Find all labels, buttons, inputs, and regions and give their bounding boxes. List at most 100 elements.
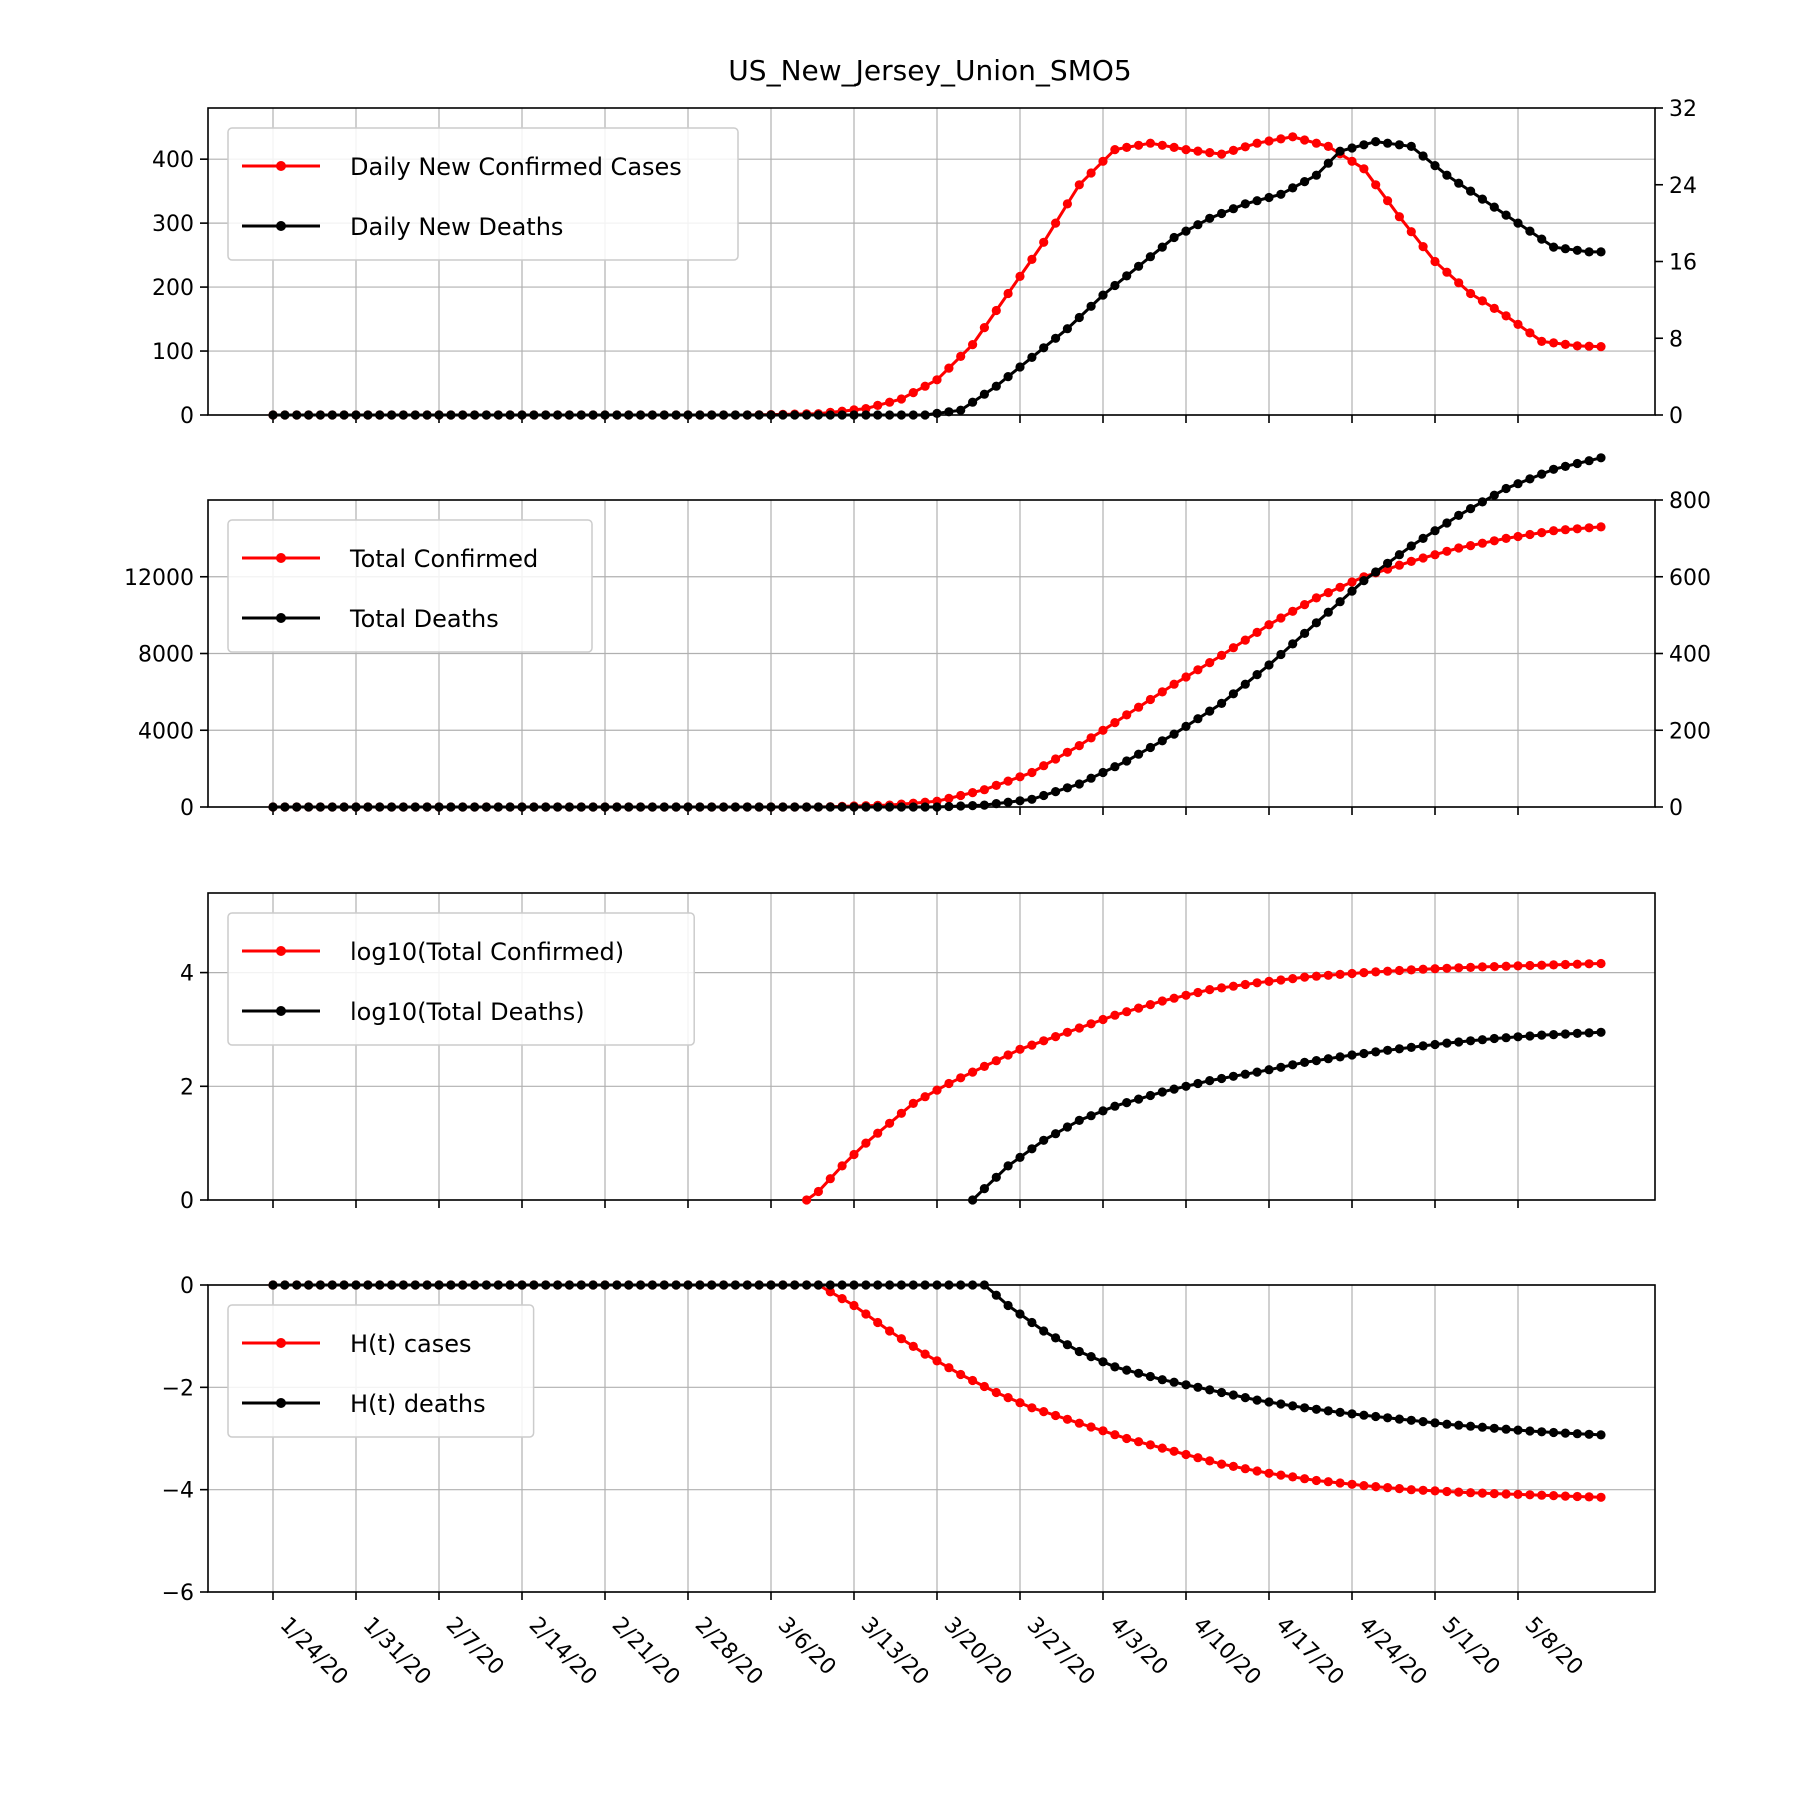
data-point — [600, 802, 610, 812]
data-point — [1039, 1407, 1049, 1417]
data-point — [1537, 469, 1547, 479]
data-point — [1347, 968, 1357, 979]
data-point — [671, 802, 681, 812]
data-point — [1003, 372, 1013, 382]
data-point — [387, 410, 397, 420]
data-point — [1383, 1483, 1393, 1493]
data-point — [944, 801, 954, 812]
data-point — [802, 1195, 812, 1205]
data-point — [422, 802, 432, 812]
data-point — [1335, 597, 1345, 607]
chart-title: US_New_Jersey_Union_SMO5 — [728, 54, 1131, 87]
data-point — [1110, 718, 1120, 728]
data-point — [1205, 148, 1215, 158]
data-point — [1596, 1430, 1606, 1440]
data-point — [493, 410, 503, 420]
data-point — [1323, 607, 1333, 617]
data-point — [873, 400, 883, 410]
x-tick-label: 1/24/20 — [275, 1613, 353, 1691]
data-point — [600, 1280, 610, 1290]
data-point — [280, 410, 290, 420]
data-point — [1525, 1426, 1535, 1436]
y-tick-label: 100 — [152, 340, 194, 365]
data-point — [1086, 1111, 1096, 1121]
data-point — [1110, 1010, 1120, 1020]
x-tick-label: 3/6/20 — [773, 1613, 841, 1681]
data-point — [553, 410, 563, 420]
data-point — [458, 410, 468, 420]
y-tick-label: 400 — [152, 148, 194, 173]
data-point — [802, 1280, 812, 1290]
data-point — [1074, 180, 1084, 190]
data-point — [517, 410, 527, 420]
data-point — [1584, 1429, 1594, 1439]
data-point — [1572, 458, 1582, 469]
data-point — [1169, 679, 1179, 689]
data-point — [1335, 1052, 1345, 1062]
data-point — [1418, 553, 1428, 563]
legend-label: Total Confirmed — [349, 545, 538, 573]
data-point — [1572, 1028, 1582, 1038]
x-tick-label: 1/31/20 — [358, 1613, 436, 1691]
data-point — [1062, 1122, 1072, 1132]
data-point — [1169, 729, 1179, 739]
data-point — [683, 410, 693, 420]
data-point — [1276, 1399, 1286, 1409]
data-point — [564, 410, 575, 420]
data-point — [896, 410, 907, 420]
data-point — [1157, 1087, 1167, 1097]
data-point — [339, 410, 349, 420]
data-point — [1122, 1365, 1132, 1375]
data-point — [813, 410, 824, 420]
data-point — [505, 1280, 515, 1290]
data-point — [719, 1280, 729, 1290]
data-point — [588, 1280, 598, 1290]
data-point — [1240, 142, 1250, 152]
data-point — [1525, 226, 1535, 236]
data-point — [1466, 962, 1476, 973]
data-point — [564, 802, 575, 812]
data-point — [588, 410, 598, 420]
data-point — [956, 1280, 966, 1290]
data-point — [1418, 151, 1428, 161]
data-point — [802, 802, 812, 812]
data-point — [719, 802, 729, 812]
data-point — [825, 1174, 835, 1184]
data-point — [1466, 1488, 1476, 1498]
series-cases — [802, 958, 1606, 1205]
data-point — [304, 410, 314, 420]
data-point — [1513, 218, 1523, 228]
data-point — [885, 1326, 895, 1336]
data-point — [1051, 1129, 1061, 1139]
data-point — [730, 410, 741, 420]
data-point — [778, 1280, 788, 1290]
data-point — [1442, 1419, 1452, 1429]
data-point — [920, 1280, 930, 1290]
data-point — [1074, 1023, 1084, 1033]
data-point — [695, 1280, 705, 1290]
data-point — [1039, 1326, 1049, 1336]
data-point — [1513, 1032, 1523, 1042]
data-point — [624, 1280, 634, 1290]
data-point — [612, 410, 622, 420]
data-point — [885, 802, 895, 812]
legend-label: Daily New Confirmed Cases — [350, 153, 682, 181]
data-point — [1584, 1492, 1594, 1502]
data-point — [1549, 526, 1559, 536]
data-point — [1205, 706, 1215, 716]
data-point — [505, 410, 515, 420]
data-point — [481, 410, 491, 420]
data-point — [659, 410, 669, 420]
data-point — [1596, 1492, 1606, 1502]
y2-tick-label: 24 — [1669, 174, 1697, 199]
data-point — [1323, 970, 1333, 980]
data-point — [1347, 1050, 1357, 1060]
data-point — [968, 1280, 978, 1290]
data-point — [1549, 242, 1559, 252]
data-point — [1394, 212, 1404, 222]
data-point — [1311, 1475, 1321, 1486]
data-point — [1157, 242, 1167, 252]
data-point — [837, 1161, 847, 1171]
data-point — [1169, 142, 1179, 152]
data-point — [1359, 576, 1369, 586]
